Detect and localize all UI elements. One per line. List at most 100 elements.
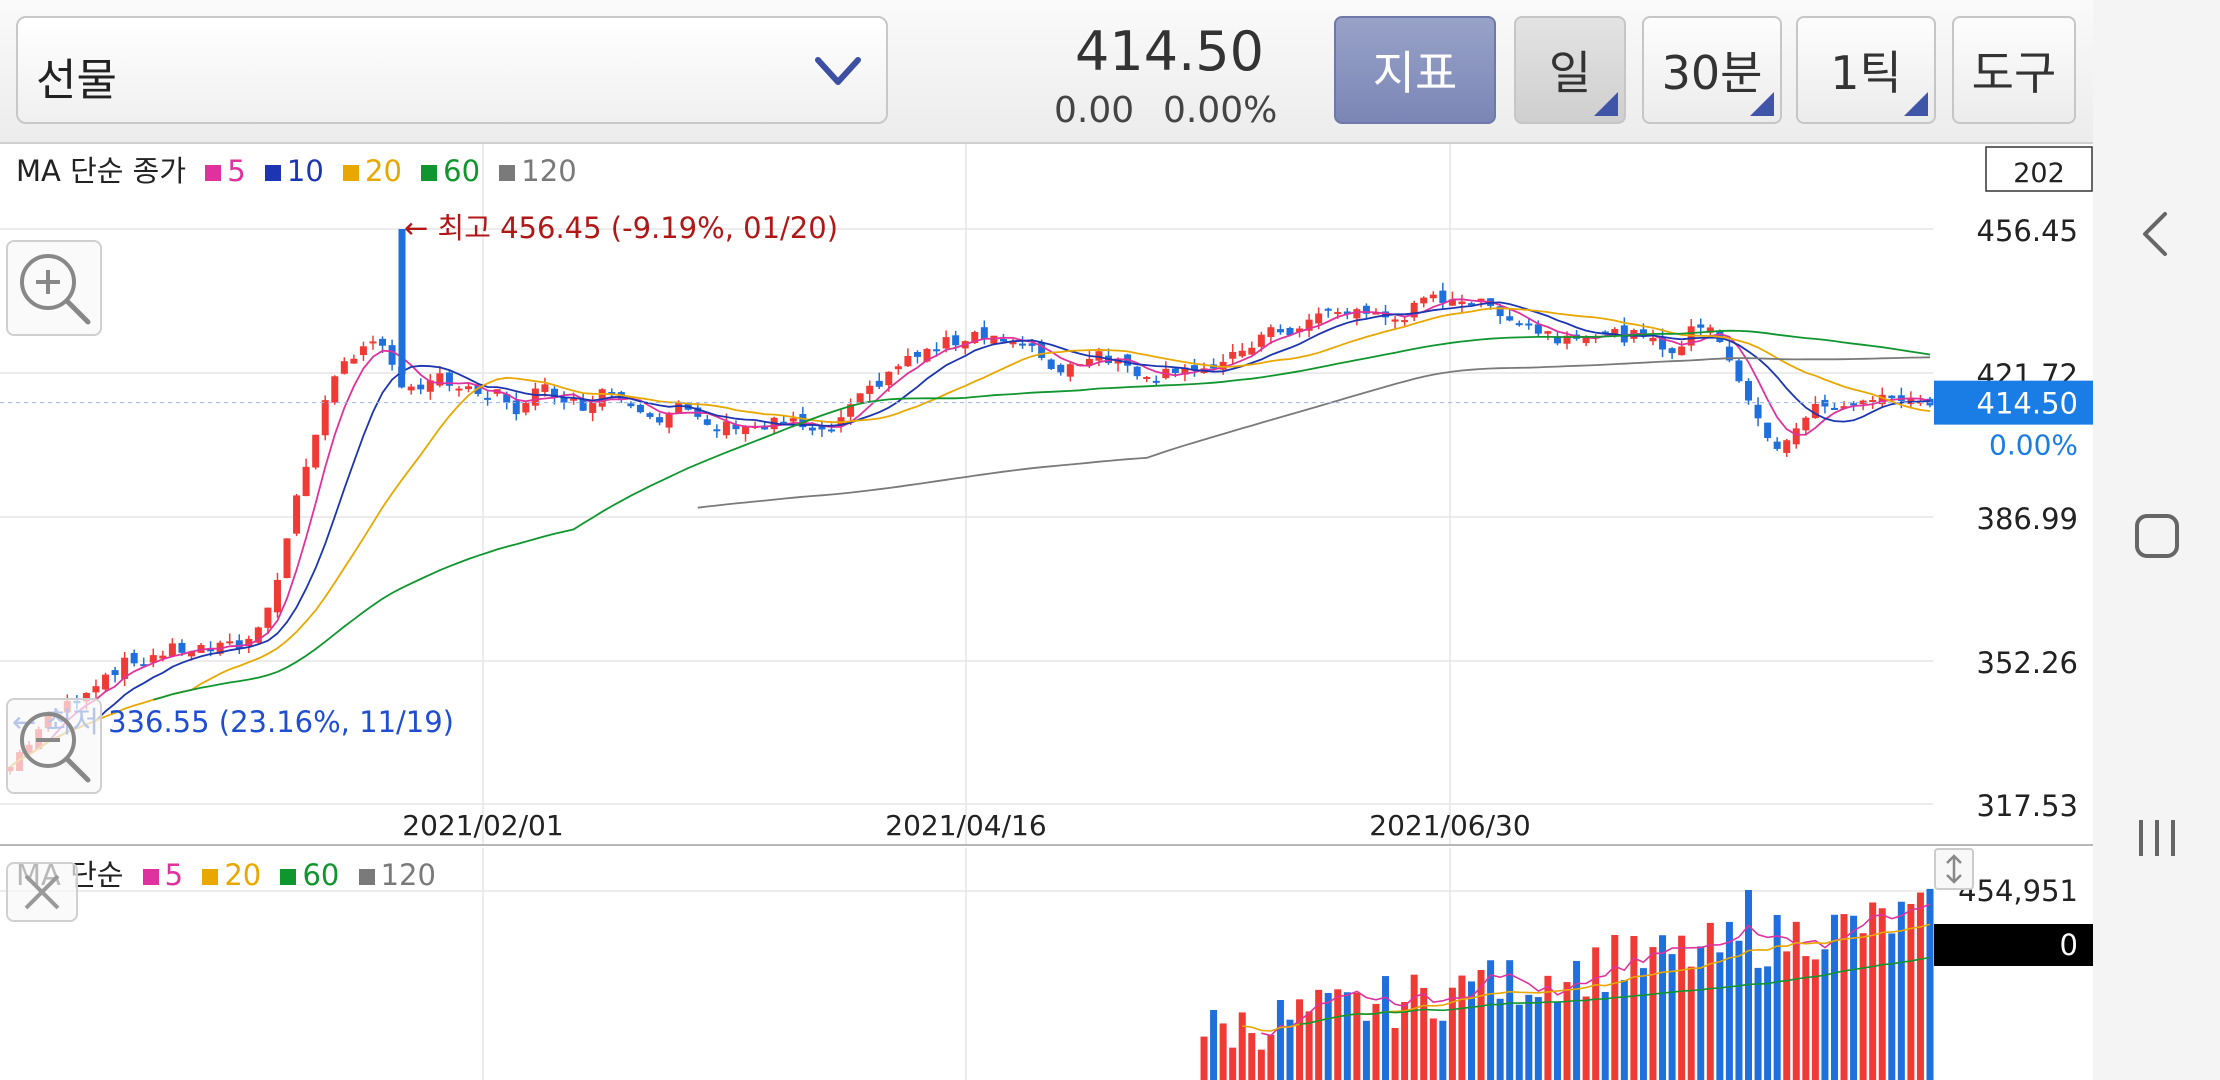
volume-bar xyxy=(1687,966,1695,1080)
volume-bar xyxy=(1639,968,1647,1080)
visible-count-box xyxy=(1985,146,2093,192)
candle-body xyxy=(1878,394,1886,405)
candle-body xyxy=(149,655,157,663)
candle-body xyxy=(1095,351,1103,361)
candle-body xyxy=(761,425,769,430)
trading-app: 선물 414.50 0.00 0.00% 지표 일 30분 1틱 도구 456.… xyxy=(0,0,2093,1080)
volume-bar xyxy=(1907,904,1915,1080)
candle-body xyxy=(665,412,673,428)
home-icon[interactable] xyxy=(2121,500,2193,572)
candle-body xyxy=(780,421,788,424)
candle-body xyxy=(980,327,988,339)
recents-icon[interactable] xyxy=(2121,802,2193,874)
ma-legend-label: 120 xyxy=(521,154,577,188)
candle-body xyxy=(1534,324,1542,334)
chevron-down-icon xyxy=(815,57,861,85)
volume-bar xyxy=(1888,933,1896,1080)
volume-bar xyxy=(1716,952,1724,1080)
instrument-selector[interactable]: 선물 xyxy=(16,16,888,124)
candle-body xyxy=(885,371,893,386)
volume-bar xyxy=(1706,922,1714,1080)
candle-body xyxy=(999,339,1007,342)
candle-body xyxy=(1190,365,1198,371)
candle-body xyxy=(1286,327,1294,336)
volume-bar xyxy=(1659,935,1667,1080)
candle-body xyxy=(1448,299,1456,306)
candle-body xyxy=(627,403,635,407)
candle-body xyxy=(1324,308,1332,311)
volume-bar xyxy=(1267,1034,1275,1080)
current-price: 414.50 xyxy=(1075,20,1264,83)
candle-body xyxy=(646,413,654,417)
candle-body xyxy=(1649,337,1657,342)
zoom-out-button[interactable] xyxy=(6,698,102,794)
volume-bar xyxy=(1372,1003,1380,1080)
candle-body xyxy=(1678,346,1686,356)
day-period-button[interactable]: 일 xyxy=(1514,16,1626,124)
price-chart[interactable]: 456.45421.72386.99352.26317.532022021/02… xyxy=(0,144,2093,846)
volume-bar xyxy=(1458,975,1466,1080)
price-change: 0.00 xyxy=(1054,90,1135,131)
volume-bar xyxy=(1783,951,1791,1080)
candle-body xyxy=(436,373,444,386)
close-panel-button[interactable] xyxy=(6,862,78,922)
volume-legend-item-120: 120 xyxy=(349,858,436,892)
candle-body xyxy=(1697,324,1705,328)
candle-body xyxy=(350,358,358,364)
volume-bar xyxy=(1811,959,1819,1080)
candle-body xyxy=(923,348,931,362)
volume-bar xyxy=(1573,960,1581,1080)
candle-body xyxy=(1611,328,1619,336)
candle-body xyxy=(1085,358,1093,366)
tools-button[interactable]: 도구 xyxy=(1952,16,2076,124)
resize-vertical-icon xyxy=(1946,854,1962,884)
volume-bar xyxy=(1286,1019,1294,1080)
candle-body xyxy=(1563,335,1571,344)
candle-body xyxy=(1668,348,1676,354)
header-bar: 선물 414.50 0.00 0.00% 지표 일 30분 1틱 도구 xyxy=(0,0,2093,144)
volume-legend-label: 20 xyxy=(224,858,262,892)
candle-body xyxy=(340,361,348,374)
candle-body xyxy=(1362,305,1370,314)
indicator-button-label: 지표 xyxy=(1372,46,1458,100)
candle-body xyxy=(1019,343,1027,346)
zoom-in-button[interactable] xyxy=(6,240,102,336)
dropdown-corner-icon xyxy=(1904,92,1928,116)
candle-body xyxy=(990,335,998,344)
volume-bar xyxy=(1496,998,1504,1080)
candle-body xyxy=(1305,319,1313,331)
price-chart-panel[interactable]: 456.45 421.72 386.99 352.26 317.53 202 2021/02… xyxy=(0,144,2093,846)
candle-body xyxy=(847,404,855,417)
volume-bar xyxy=(1276,1000,1284,1080)
candle-body xyxy=(675,401,683,414)
min30-period-button[interactable]: 30분 xyxy=(1642,16,1782,124)
volume-chart[interactable]: 454,951 0 xyxy=(0,848,2093,1080)
volume-bar xyxy=(1916,892,1924,1080)
candle-body xyxy=(1515,323,1523,326)
day-period-label: 일 xyxy=(1548,46,1592,100)
volume-bar xyxy=(1563,982,1571,1080)
candle-body xyxy=(426,380,434,392)
volume-bar xyxy=(1926,888,1934,1080)
high-annotation: ← 최고 456.45 (-9.19%, 01/20) xyxy=(404,211,838,245)
candle-body xyxy=(1429,294,1437,299)
candle-body xyxy=(1372,312,1380,315)
candle-body xyxy=(503,394,511,403)
volume-bar xyxy=(1334,989,1342,1080)
candle-body xyxy=(541,384,549,392)
volume-legend-label: 120 xyxy=(380,858,436,892)
panel-resize-handle[interactable] xyxy=(1934,848,1974,890)
system-nav-bar xyxy=(2093,0,2220,1080)
volume-bar xyxy=(1506,960,1514,1080)
indicator-button[interactable]: 지표 xyxy=(1334,16,1496,124)
candle-body xyxy=(1745,380,1753,401)
back-icon[interactable] xyxy=(2121,198,2193,270)
candle-body xyxy=(818,426,826,430)
candle-body xyxy=(1926,398,1934,406)
candle-body xyxy=(1315,313,1323,324)
volume-bar xyxy=(1802,956,1810,1080)
volume-chart-panel[interactable]: 454,951 0 MA 단순 5 20 60 120 xyxy=(0,848,2093,1080)
date-axis-label: 2021/06/30 xyxy=(1369,809,1530,842)
tick-period-button[interactable]: 1틱 xyxy=(1796,16,1936,124)
candle-body xyxy=(1525,323,1533,326)
